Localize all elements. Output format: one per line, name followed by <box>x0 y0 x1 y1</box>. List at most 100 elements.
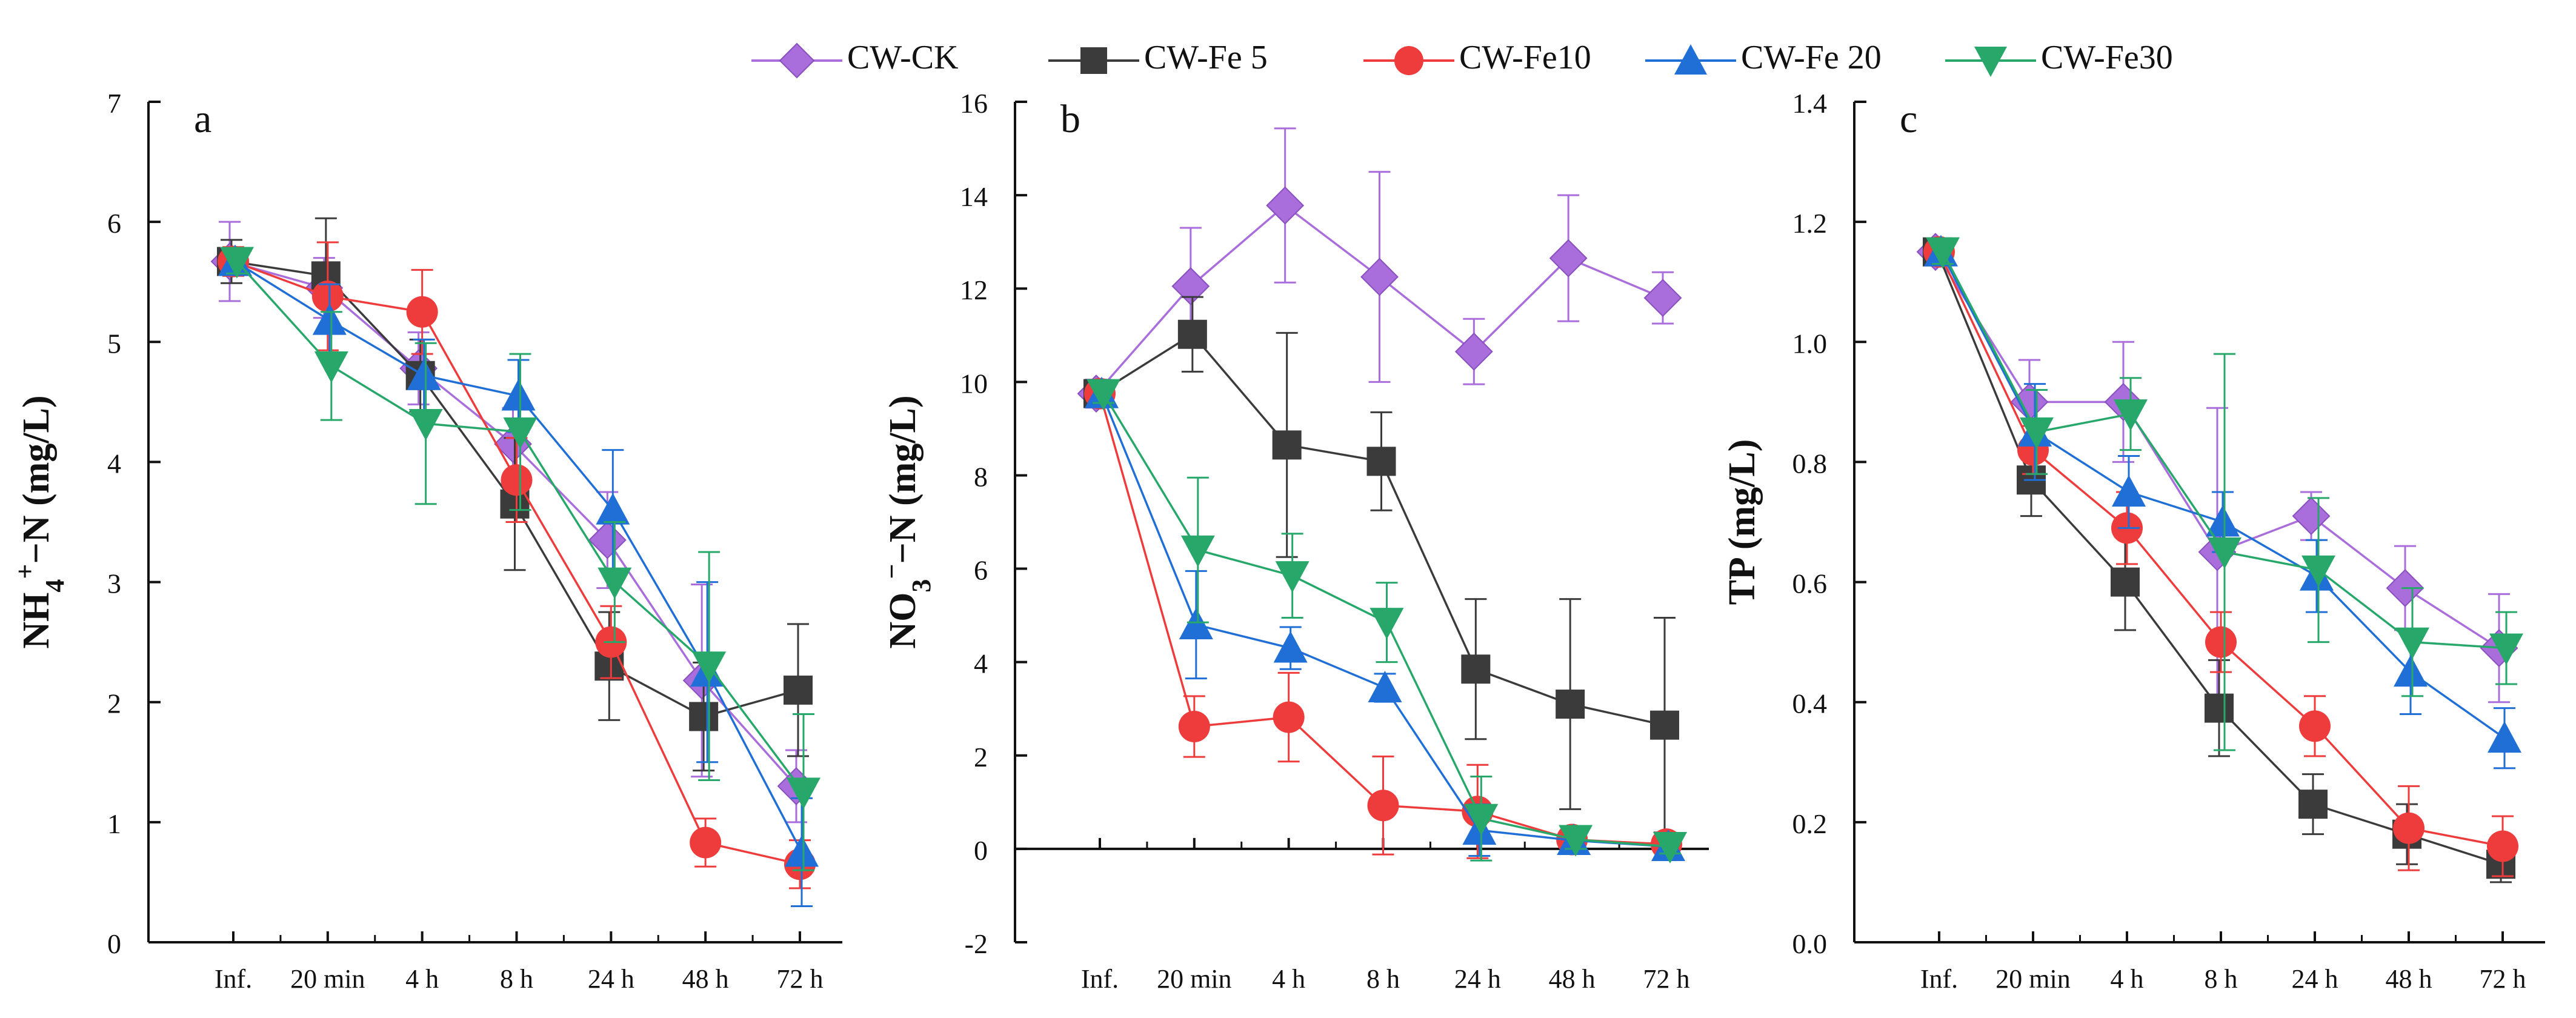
data-point <box>689 702 719 731</box>
x-tick-label: 48 h <box>682 964 729 994</box>
y-tick-label: 4 <box>107 448 121 479</box>
y-tick-label: 1.2 <box>1792 208 1828 239</box>
data-point <box>1272 430 1302 460</box>
series-cw-fe30 <box>1926 237 2523 751</box>
data-point <box>2301 555 2335 587</box>
series-cw-fe-5 <box>1083 296 1679 834</box>
x-tick-label: 24 h <box>588 964 634 994</box>
y-tick-label: 0.4 <box>1792 688 1828 719</box>
data-point <box>1461 654 1491 684</box>
data-point <box>1366 447 1396 476</box>
x-tick-label: Inf. <box>1920 964 1958 994</box>
x-tick-label: 48 h <box>1549 964 1596 994</box>
data-point <box>785 835 819 867</box>
data-point <box>406 296 438 328</box>
y-tick-label: 0.6 <box>1792 568 1828 599</box>
data-point <box>1273 701 1305 733</box>
data-point <box>408 409 443 441</box>
series-cw-fe30 <box>1087 379 1687 864</box>
x-tick-label: 48 h <box>2386 964 2432 994</box>
legend-label: CW-CK <box>847 39 959 76</box>
legend-marker-triangle-down <box>1945 47 2036 77</box>
data-point <box>1179 608 1213 640</box>
y-tick-label: 4 <box>974 648 988 679</box>
x-tick-label: 8 h <box>500 964 533 994</box>
chart-panel-c: 0.0 0.2 0.4 0.6 0.8 1.0 1.2 1.4 Inf. 20 min 4 h 8 h… <box>1722 88 2545 994</box>
data-point <box>690 827 722 859</box>
y-tick-label: 0.0 <box>1792 928 1828 959</box>
data-point <box>2111 567 2140 597</box>
data-point <box>1275 561 1310 593</box>
data-point <box>1653 832 1687 864</box>
legend-label: CW-Fe 20 <box>1741 39 1882 76</box>
y-tick-label: 2 <box>974 742 988 773</box>
y-tick-label: 0 <box>107 928 121 959</box>
data-point <box>1087 379 1120 411</box>
data-point <box>2299 710 2331 742</box>
data-point <box>1273 631 1308 663</box>
data-point <box>1370 608 1404 640</box>
data-point <box>1178 711 1210 743</box>
data-point <box>1556 690 1585 719</box>
y-tick-label: 1.0 <box>1792 328 1828 359</box>
data-point <box>311 280 344 312</box>
data-point <box>2394 655 2428 687</box>
chart-panel-b: -2 0 2 4 6 8 10 12 14 16 Inf. 20 min 4 h 8 h 24 h 48 h 7… <box>877 88 1709 994</box>
x-tick-label: 8 h <box>1366 964 1400 994</box>
data-point <box>2208 537 2242 570</box>
data-point <box>596 493 630 525</box>
data-point <box>1464 803 1499 836</box>
legend: CW-CK CW-Fe 5 CW-Fe10 CW-Fe 20 CW-Fe30 <box>751 33 2206 88</box>
data-point <box>1360 258 1399 296</box>
x-tick-label: 4 h <box>2111 964 2144 994</box>
x-tick-label: 72 h <box>2480 964 2526 994</box>
data-point <box>1549 239 1588 278</box>
data-point <box>2487 830 2518 862</box>
data-point <box>1180 535 1215 567</box>
data-point <box>1454 332 1493 371</box>
data-point <box>1368 671 1402 703</box>
x-tick-label: 4 h <box>1272 964 1305 994</box>
data-point <box>2395 627 2429 659</box>
data-point <box>503 417 537 449</box>
series-cw-ck <box>1077 127 1682 413</box>
y-tick-label: 12 <box>960 274 988 305</box>
data-point <box>2020 417 2054 449</box>
data-point <box>501 464 533 496</box>
data-point <box>1367 790 1399 822</box>
panel-label: a <box>194 97 211 141</box>
y-tick-label: 14 <box>960 181 988 212</box>
data-point <box>2298 790 2328 819</box>
data-point <box>2393 812 2425 844</box>
y-tick-label: 0 <box>974 835 988 866</box>
chart-panel-a: 0 1 2 3 4 5 6 7 Inf. 20 min 4 h 8 h 24 h 48 h 72 h a NH4… <box>10 88 842 994</box>
y-tick-label: 6 <box>974 555 988 586</box>
data-point <box>1643 279 1682 318</box>
data-point <box>2206 505 2240 537</box>
data-point <box>1177 319 1207 349</box>
panel-label: c <box>1900 97 1917 141</box>
series-cw-fe-20 <box>218 244 819 908</box>
x-tick-label: 24 h <box>1454 964 1501 994</box>
x-tick-label: 72 h <box>777 964 824 994</box>
y-tick-label: 16 <box>960 88 988 119</box>
series-line <box>1097 333 1665 727</box>
series-cw-fe-20 <box>1924 235 2521 770</box>
data-point <box>1266 186 1305 225</box>
x-tick-label: 24 h <box>2292 964 2338 994</box>
data-point <box>787 777 820 810</box>
y-tick-label: -2 <box>965 928 988 959</box>
y-tick-label: 1.4 <box>1792 88 1828 119</box>
y-tick-label: 6 <box>107 208 121 239</box>
y-axis-title: NH4+−N (mg/L) <box>10 395 70 648</box>
legend-marker-triangle-up <box>1645 44 1736 75</box>
data-point <box>1171 267 1210 305</box>
legend-marker-square <box>1048 47 1139 74</box>
data-point <box>597 567 632 599</box>
y-tick-label: 2 <box>107 688 121 719</box>
x-tick-label: Inf. <box>1081 964 1119 994</box>
data-point <box>1559 825 1593 857</box>
legend-label: CW-Fe10 <box>1459 39 1591 76</box>
panel-label: b <box>1060 97 1080 141</box>
